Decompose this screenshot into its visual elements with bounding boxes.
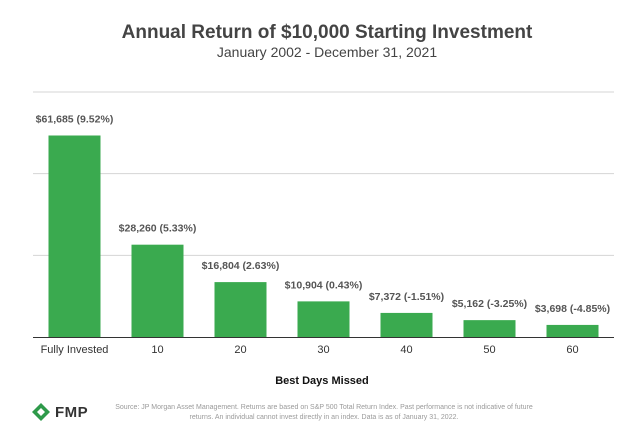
data-label-2: $28,260 (5.33%)	[119, 223, 197, 235]
x-axis-title: Best Days Missed	[275, 375, 369, 387]
gridlines	[33, 91, 614, 256]
x-tick-2: 10	[151, 344, 163, 356]
data-label-7: $3,698 (-4.85%)	[535, 303, 610, 315]
chart-title: Annual Return of $10,000 Starting Invest…	[122, 22, 533, 43]
chart-subtitle: January 2002 - December 31, 2021	[217, 44, 437, 60]
bar-1	[48, 135, 101, 337]
bar-3	[214, 282, 267, 337]
x-tick-6: 50	[483, 344, 495, 356]
fmp-logo: FMP	[31, 402, 88, 422]
x-tick-1: Fully Invested	[41, 344, 109, 356]
x-tick-4: 30	[317, 344, 329, 356]
data-label-6: $5,162 (-3.25%)	[452, 298, 527, 310]
x-tick-5: 40	[400, 344, 412, 356]
data-label-1: $61,685 (9.52%)	[36, 113, 114, 125]
data-labels: $61,685 (9.52%) $28,260 (5.33%) $16,804 (2…	[36, 113, 610, 314]
x-tick-labels: Fully Invested 10 20 30 40 50 60	[41, 344, 579, 356]
source-note: Source: JP Morgan Asset Management. Retu…	[115, 404, 533, 421]
bar-5	[380, 312, 433, 337]
fmp-logo-icon	[32, 403, 50, 421]
data-label-4: $10,904 (0.43%)	[285, 279, 363, 291]
x-tick-3: 20	[234, 344, 246, 356]
bar-chart: Annual Return of $10,000 Starting Invest…	[33, 22, 614, 387]
data-label-5: $7,372 (-1.51%)	[369, 291, 444, 303]
x-tick-7: 60	[566, 344, 578, 356]
data-label-3: $16,804 (2.63%)	[202, 260, 280, 272]
bar-7	[546, 324, 599, 337]
bar-series	[48, 135, 599, 337]
bar-6	[463, 320, 516, 337]
bar-4	[297, 301, 350, 337]
logo-text: FMP	[55, 403, 89, 421]
bar-2	[131, 244, 184, 337]
